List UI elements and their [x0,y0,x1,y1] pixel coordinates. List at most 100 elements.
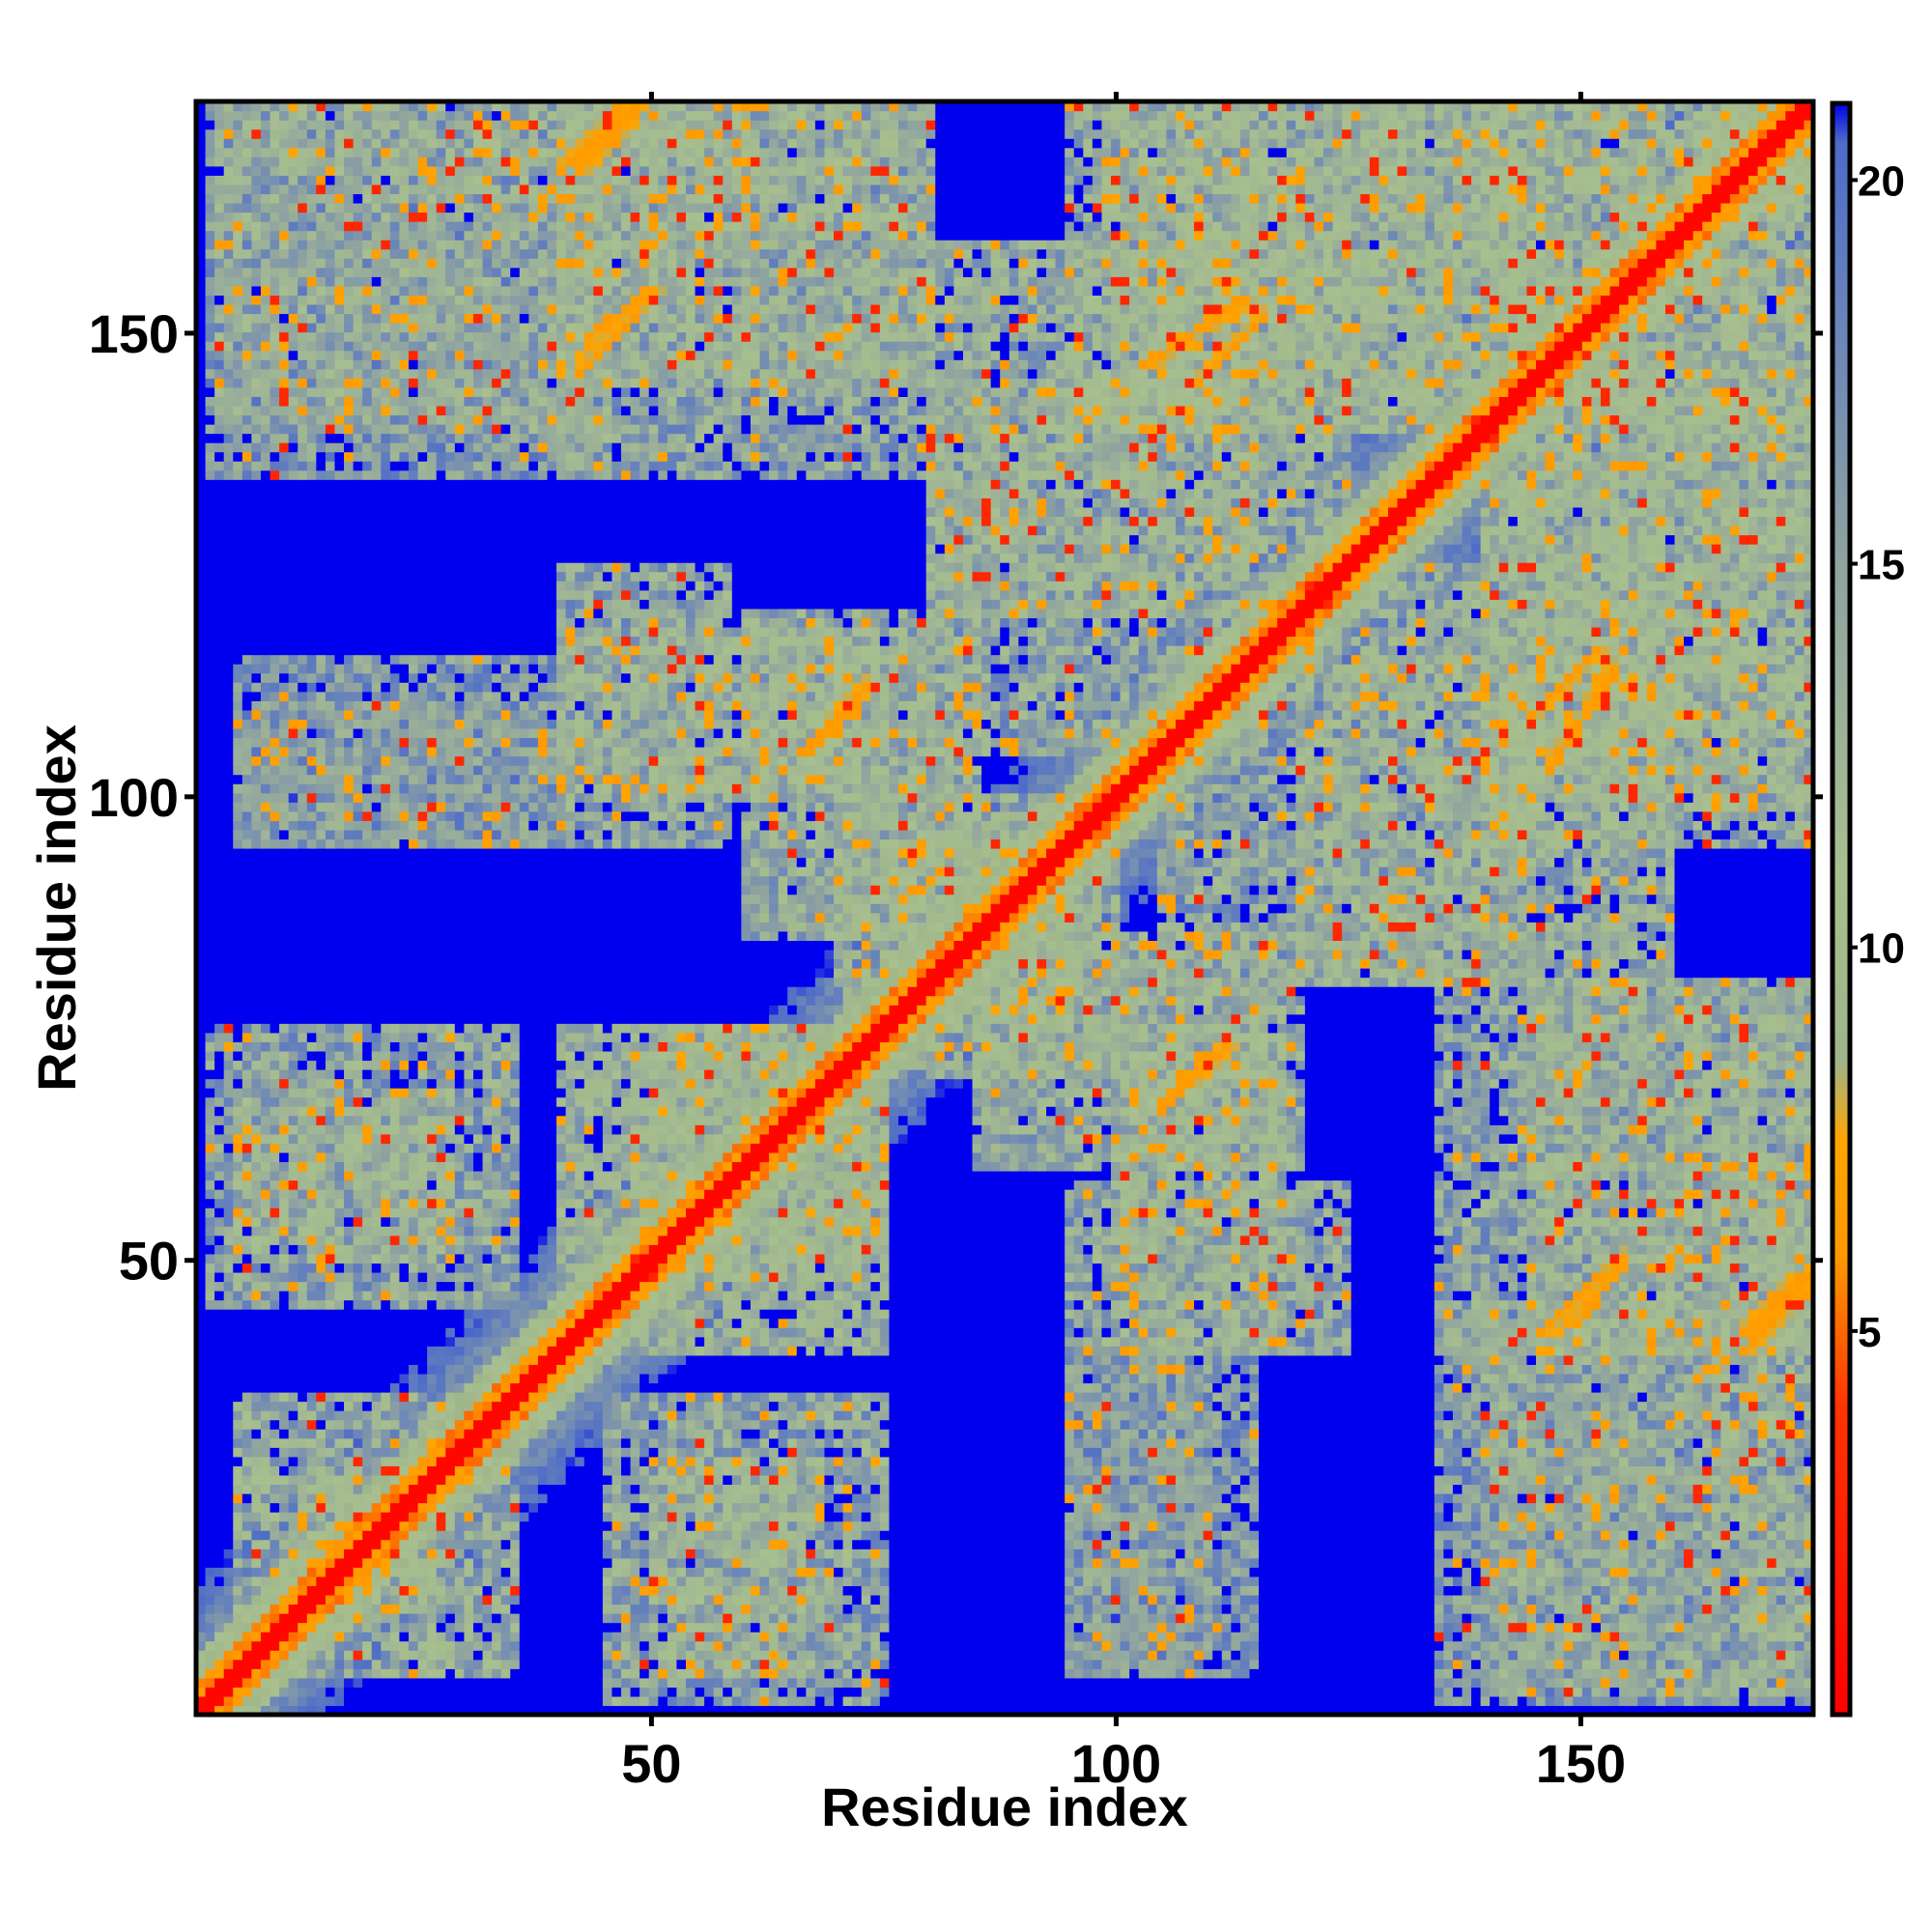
heatmap-cell [325,792,336,803]
heatmap-cell [325,1235,336,1245]
heatmap-cell [344,1622,355,1633]
heatmap-cell [270,433,280,443]
heatmap-cell [399,1677,410,1688]
heatmap-cell [445,1677,456,1688]
heatmap-cell [214,1291,225,1301]
heatmap-cell [344,1161,355,1172]
heatmap-cell [399,1032,410,1042]
heatmap-cell [205,1179,215,1190]
heatmap-cell [445,1640,456,1651]
heatmap-cell [270,1557,280,1568]
heatmap-cell [233,1115,243,1125]
heatmap-cell [205,608,215,618]
heatmap-cell [233,497,243,508]
heatmap-cell [389,1429,401,1439]
heatmap-cell [362,414,373,425]
heatmap-cell [288,1604,298,1614]
heatmap-cell [306,1198,317,1208]
heatmap-cell [409,765,419,776]
heatmap-cell [344,1327,355,1338]
heatmap-cell [306,1594,317,1605]
heatmap-cell [371,350,382,360]
heatmap-cell [298,1208,308,1218]
heatmap-cell [196,1640,207,1651]
heatmap-cell [223,1189,234,1200]
heatmap-cell [353,350,363,360]
heatmap-cell [389,350,401,360]
heatmap-cell [223,949,234,960]
heatmap-cell [288,1567,298,1577]
heatmap-cell [353,810,363,821]
heatmap-cell [298,727,308,739]
heatmap-cell [399,1382,410,1393]
heatmap-cell [242,414,252,425]
heatmap-cell [381,829,391,840]
heatmap-cell [233,755,243,766]
heatmap-cell [251,396,262,407]
heatmap-cell [223,1032,234,1042]
heatmap-cell [223,1492,234,1504]
heatmap-cell [409,138,419,149]
heatmap-cell [288,1465,298,1476]
heatmap-cell [233,636,243,646]
heatmap-cell [316,331,327,342]
heatmap-cell [417,792,428,803]
heatmap-cell [214,1143,225,1153]
heatmap-cell [260,1437,271,1448]
heatmap-cell [298,562,308,573]
heatmap-cell [196,1484,207,1494]
heatmap-cell [196,1208,207,1218]
heatmap-cell [344,479,355,490]
heatmap-cell [334,1327,345,1338]
heatmap-cell [270,968,280,979]
heatmap-cell [279,1354,290,1365]
heatmap-cell [205,479,215,490]
heatmap-cell [325,405,336,416]
heatmap-cell [436,1115,446,1125]
heatmap-cell [427,1318,438,1328]
heatmap-cell [251,645,262,656]
heatmap-cell [445,1687,456,1697]
heatmap-cell [298,1447,308,1458]
heatmap-cell [427,1299,438,1310]
heatmap-cell [334,1632,345,1642]
heatmap-cell [417,405,428,416]
heatmap-cell [205,709,215,720]
heatmap-cell [205,599,215,610]
heatmap-cell [214,193,225,204]
heatmap-cell [399,810,410,821]
heatmap-cell [196,867,207,877]
heatmap-cell [325,1576,336,1586]
heatmap-cell [260,1410,271,1421]
heatmap-cell [436,350,446,360]
heatmap-cell [270,599,280,610]
heatmap-cell [298,1050,308,1062]
heatmap-cell [344,829,355,840]
heatmap-cell [288,1557,298,1568]
heatmap-cell [334,341,345,352]
heatmap-cell [270,810,280,821]
heatmap-cell [205,1594,215,1605]
heatmap-cell [344,838,355,849]
heatmap-cell [316,1235,327,1245]
heatmap-cell [417,230,428,241]
heatmap-cell [344,442,355,453]
heatmap-cell [409,617,419,628]
heatmap-cell [270,221,280,232]
heatmap-cell [362,1151,373,1163]
heatmap-cell [409,719,419,729]
heatmap-cell [306,461,317,471]
heatmap-cell [417,1069,428,1080]
heatmap-cell [325,1023,336,1034]
heatmap-cell [316,433,327,443]
heatmap-cell [381,525,391,536]
heatmap-cell [389,912,401,923]
heatmap-cell [279,405,290,416]
heatmap-cell [445,516,456,526]
heatmap-cell [205,240,215,250]
heatmap-cell [325,802,336,812]
heatmap-cell [196,589,207,600]
heatmap-cell [409,267,419,277]
heatmap-cell [344,1133,355,1144]
heatmap-cell [325,1291,336,1301]
